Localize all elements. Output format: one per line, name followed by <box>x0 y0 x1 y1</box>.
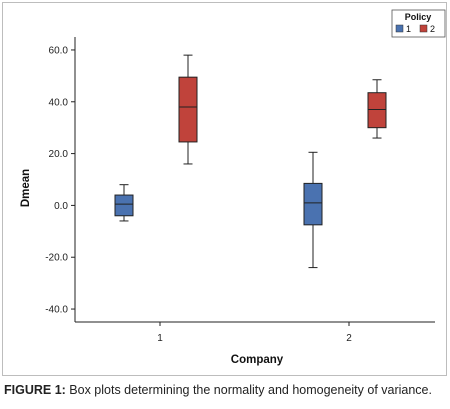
x-axis-title: Company <box>231 354 284 366</box>
box-body <box>303 182 323 226</box>
box-body <box>114 194 134 217</box>
y-tick-label: 20.0 <box>49 149 69 160</box>
box-plot-chart: 60.0 40.0 20.0 0.0 -20.0 -40.0 1 2 Dmean Compan… <box>20 9 446 366</box>
legend-label-policy-1: 1 <box>406 24 411 34</box>
chart-frame: 60.0 40.0 20.0 0.0 -20.0 -40.0 1 2 Dmean Compan… <box>2 2 447 376</box>
y-tick-label: 40.0 <box>49 97 69 108</box>
y-axis-title: Dmean <box>20 169 32 207</box>
box-policy-1-company-2 <box>303 151 323 269</box>
box-body <box>367 92 387 129</box>
legend-box <box>391 9 446 38</box>
figure-caption-text: Box plots determining the normality and … <box>65 383 432 397</box>
y-tick-label: -40.0 <box>45 305 68 316</box>
box-policy-2-company-2 <box>367 79 387 139</box>
legend-swatch-policy-1 <box>395 24 404 33</box>
legend-label-policy-2: 2 <box>430 24 435 34</box>
box-policy-1-company-1 <box>114 184 134 222</box>
y-tick-label: -20.0 <box>45 253 68 264</box>
legend-title: Policy <box>405 12 432 22</box>
legend: Policy 1 2 <box>391 9 446 38</box>
x-tick-label: 1 <box>157 333 163 344</box>
x-tick-label: 2 <box>346 333 352 344</box>
y-tick-label: 60.0 <box>49 45 69 56</box>
figure-caption: FIGURE 1: Box plots determining the norm… <box>4 383 432 397</box>
box-policy-2-company-1 <box>178 54 198 165</box>
axes: 60.0 40.0 20.0 0.0 -20.0 -40.0 1 2 <box>45 37 435 344</box>
figure-caption-label: FIGURE 1: <box>4 383 66 397</box>
y-tick-label: 0.0 <box>54 201 68 212</box>
box-body <box>178 76 198 143</box>
box-marks <box>114 54 387 269</box>
legend-swatch-policy-2 <box>419 24 428 33</box>
